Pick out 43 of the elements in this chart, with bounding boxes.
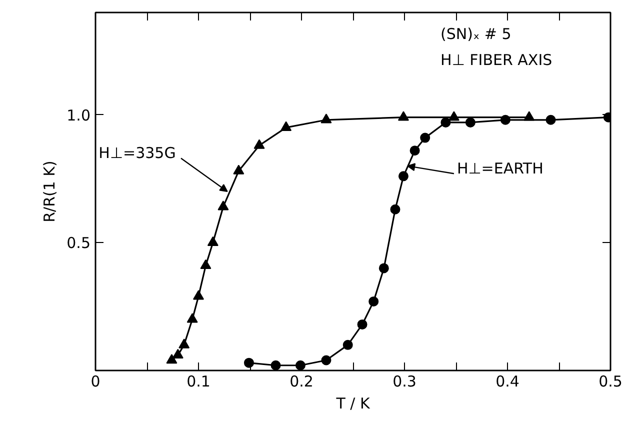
x-tick-label: 0.3	[392, 372, 416, 390]
point	[193, 290, 204, 300]
point	[357, 319, 368, 330]
point	[254, 139, 265, 149]
point	[342, 340, 353, 350]
x-tick-label: 0.5	[598, 372, 622, 390]
point	[321, 355, 332, 366]
annotation: (SN)ₓ # 5	[440, 25, 512, 44]
y-axis-title: R/R(1 K)	[40, 160, 59, 222]
point	[233, 164, 244, 174]
point	[200, 259, 212, 270]
annotation: H⊥=EARTH	[456, 159, 544, 178]
annotation: H⊥ FIBER AXIS	[440, 50, 552, 69]
point	[378, 263, 389, 274]
x-axis-title: T / K	[335, 394, 371, 412]
point	[218, 200, 229, 210]
point	[546, 114, 556, 125]
y-tick-label: 1.0	[66, 106, 91, 124]
point	[398, 171, 408, 182]
point	[186, 313, 198, 323]
point	[448, 111, 460, 121]
point	[166, 354, 178, 364]
point	[207, 236, 218, 246]
point	[465, 117, 476, 128]
point	[295, 360, 306, 370]
x-tick-label: 0	[90, 372, 100, 390]
x-tick-label: 0.4	[496, 372, 520, 390]
point	[500, 114, 510, 125]
point	[420, 132, 430, 143]
x-tick-label: 0.2	[290, 372, 314, 390]
point	[178, 338, 190, 348]
point	[270, 360, 281, 370]
point	[398, 111, 409, 121]
point	[280, 121, 292, 131]
annotation: H⊥=335G	[98, 144, 176, 162]
point	[244, 358, 254, 368]
point	[320, 114, 332, 124]
x-tick-label: 0.1	[186, 372, 210, 390]
point	[440, 117, 451, 128]
point	[368, 296, 379, 306]
point	[390, 204, 400, 214]
point	[410, 146, 420, 156]
point	[172, 348, 184, 359]
